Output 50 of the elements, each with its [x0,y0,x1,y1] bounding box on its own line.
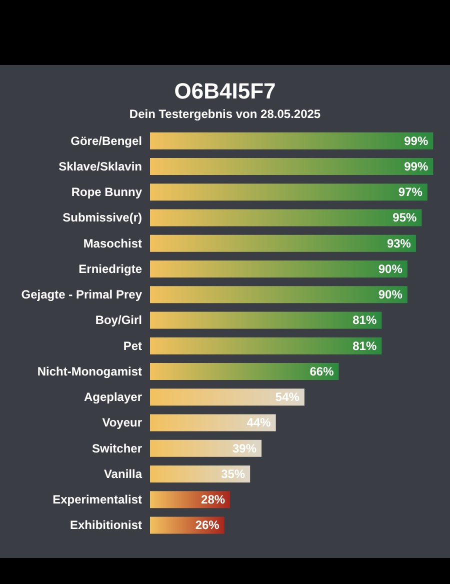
bar [150,158,434,175]
y-tick-label: Sklave/Sklavin [58,159,142,174]
y-tick-label: Vanilla [104,466,142,481]
data-label: 81% [352,313,377,328]
data-label: 99% [404,159,428,174]
y-tick-label: Masochist [83,236,142,250]
y-tick-label: Experimentalist [52,492,142,507]
data-label: 99% [404,134,428,148]
y-tick-label: Exhibitionist [70,518,142,532]
y-tick-label: Rope Bunny [71,185,142,200]
data-label: 93% [386,236,412,250]
bar [150,260,408,278]
y-tick-label: Gejagte - Primal Prey [21,288,142,302]
data-label: 95% [392,210,418,225]
bar [150,362,339,380]
bar [150,388,304,406]
y-tick-label: Voyeur [102,416,142,430]
chart-subtitle: Dein Testergebnis von 28.05.2025 [129,107,321,121]
y-tick-label: Submissive(r) [62,210,142,225]
y-tick-label: Nicht-Monogamist [37,364,142,378]
y-tick-label: Ageplayer [84,390,142,404]
bar [150,209,422,226]
data-label: 54% [275,390,300,404]
data-label: 81% [352,338,377,353]
data-label: 66% [310,364,334,378]
bar [150,465,250,482]
bar [150,414,276,432]
bar [150,440,262,457]
bar [150,516,224,534]
y-tick-label: Switcher [92,441,142,456]
data-label: 44% [246,416,272,430]
bar [150,184,428,201]
y-tick-label: Pet [123,338,142,353]
y-tick-label: Boy/Girl [95,313,142,328]
bar [150,286,408,304]
data-label: 90% [378,262,403,276]
bar [150,234,416,252]
bar [150,312,382,329]
bar [150,491,230,508]
data-label: 39% [232,441,257,456]
data-label: 35% [221,466,246,481]
data-label: 97% [398,185,423,200]
data-label: 28% [201,492,226,507]
y-tick-label: Göre/Bengel [70,134,142,148]
y-tick-label: Erniedrigte [78,262,142,276]
data-label: 26% [195,518,220,532]
data-label: 90% [378,288,403,302]
bar [150,132,434,150]
bar [150,337,382,354]
chart-title: O6B4I5F7 [174,78,276,104]
